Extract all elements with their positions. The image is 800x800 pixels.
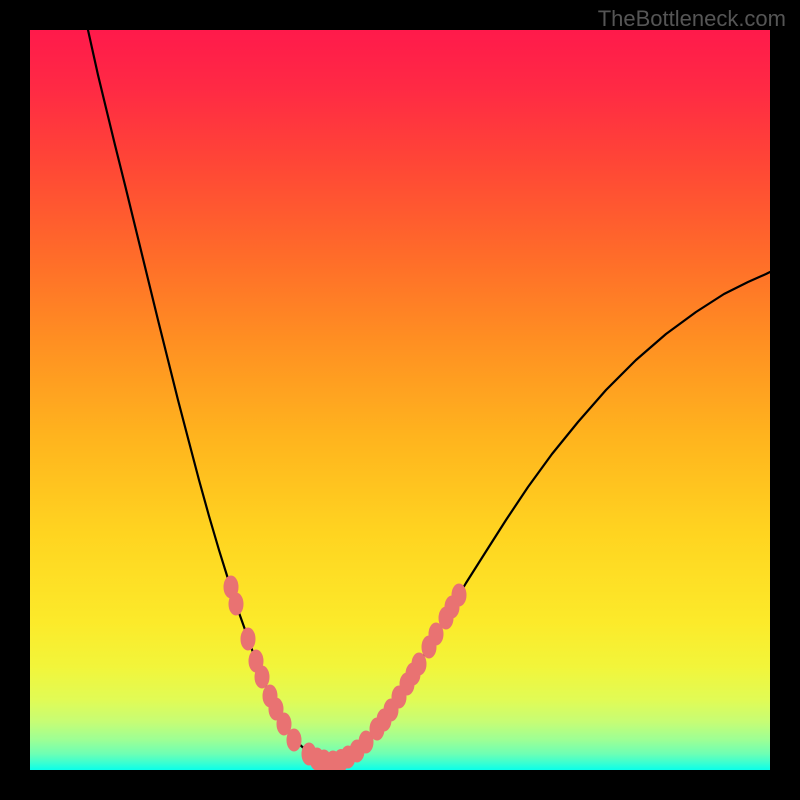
plot-area — [30, 30, 770, 770]
watermark-text: TheBottleneck.com — [598, 6, 786, 32]
gradient-background — [30, 30, 770, 770]
